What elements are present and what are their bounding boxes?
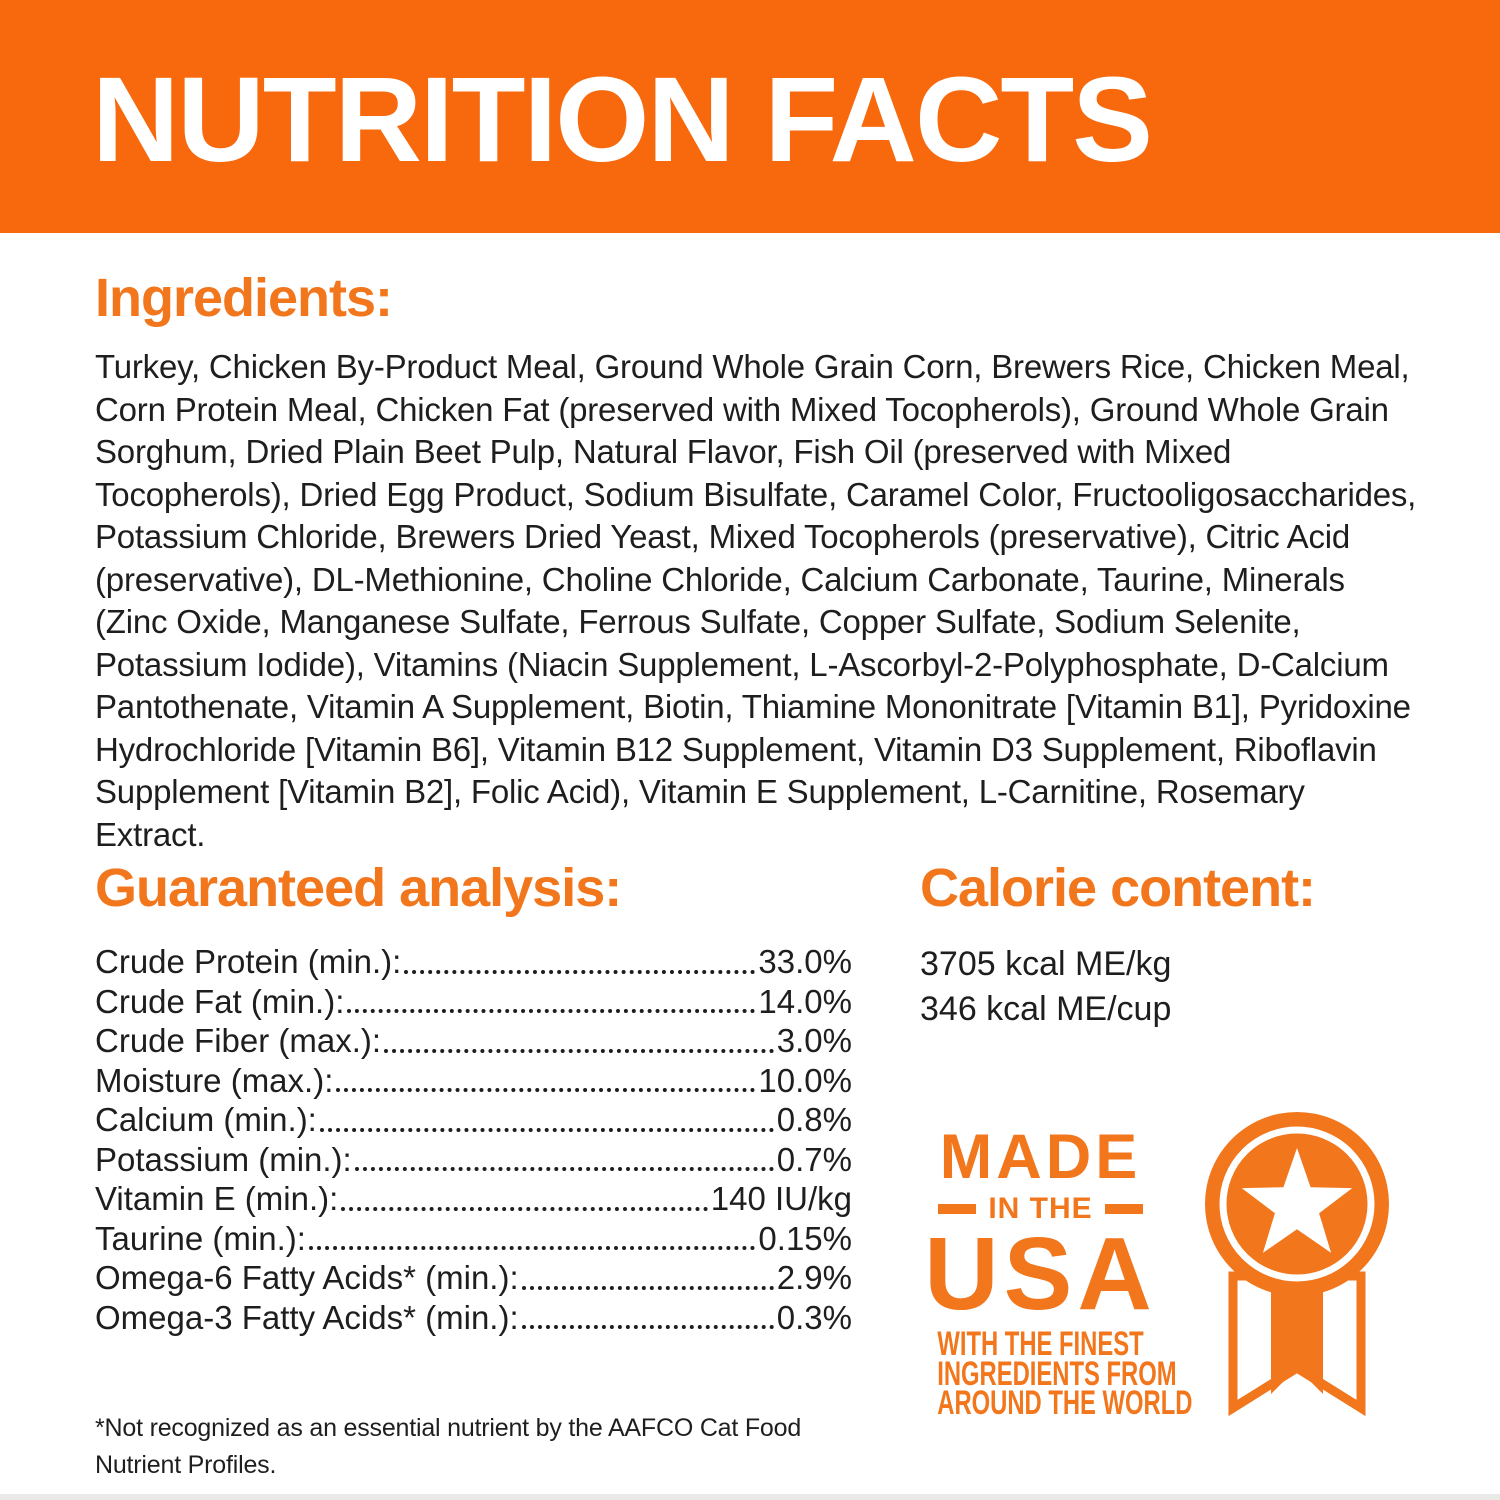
analysis-row: Calcium (min.): 0.8% — [95, 1100, 852, 1140]
calorie-kcal-per-cup: 346 kcal ME/cup — [920, 990, 1172, 1028]
dot-leader — [521, 1325, 774, 1329]
made-in-usa-line-usa: USA — [924, 1216, 1157, 1331]
calorie-kcal-per-kg: 3705 kcal ME/kg — [920, 945, 1172, 983]
ingredients-text: Turkey, Chicken By-Product Meal, Ground … — [95, 348, 1417, 853]
made-in-usa-line-in-the: IN THE — [893, 1194, 1188, 1224]
ingredients-section: Ingredients: Turkey, Chicken By-Product … — [95, 268, 1420, 856]
analysis-value: 0.3% — [776, 1298, 852, 1336]
analysis-value: 14.0% — [758, 982, 852, 1020]
analysis-row: Omega-3 Fatty Acids* (min.): 0.3% — [95, 1298, 852, 1338]
dot-leader — [354, 1167, 774, 1171]
analysis-row: Crude Protein (min.): 33.0% — [95, 942, 852, 982]
analysis-value: 0.8% — [776, 1101, 852, 1138]
dot-leader — [336, 1088, 756, 1092]
analysis-row: Potassium (min.): 0.7% — [95, 1140, 852, 1180]
analysis-row: Taurine (min.): 0.15% — [95, 1219, 852, 1259]
guaranteed-analysis-table: Crude Protein (min.): 33.0% Crude Fat (min… — [95, 942, 852, 1337]
analysis-row: Crude Fiber (max.): 3.0% — [95, 1021, 852, 1061]
ribbon-center-band — [1271, 1286, 1323, 1394]
analysis-row: Omega-6 Fatty Acids* (min.): 2.9% — [95, 1258, 852, 1298]
analysis-value: 0.7% — [776, 1140, 852, 1178]
made-in-usa-subtitle: AROUND THE WORLD — [937, 1384, 1193, 1422]
guaranteed-analysis-heading: Guaranteed analysis: — [95, 858, 622, 918]
made-in-usa-block: MADE IN THE USA WITH THE FINEST INGREDIE… — [893, 1122, 1193, 1422]
analysis-label: Taurine (min.): — [95, 1219, 306, 1257]
page-title: NUTRITION FACTS — [92, 51, 1153, 187]
analysis-row: Crude Fat (min.): 14.0% — [95, 982, 852, 1022]
medal-ring — [1219, 1126, 1375, 1282]
analysis-value: 0.15% — [758, 1219, 852, 1257]
analysis-row: Moisture (max.): 10.0% — [95, 1061, 852, 1101]
dot-leader — [308, 1246, 756, 1250]
analysis-value: 2.9% — [776, 1259, 852, 1296]
label-bottom-edge — [0, 1494, 1500, 1500]
analysis-row: Vitamin E (min.): 140 IU/kg — [95, 1179, 852, 1219]
dot-leader — [347, 1009, 756, 1013]
analysis-value: 140 IU/kg — [710, 1180, 852, 1217]
made-in-usa-subtitle: INGREDIENTS FROM — [937, 1354, 1177, 1393]
title-banner: NUTRITION FACTS — [0, 0, 1500, 233]
analysis-value: 3.0% — [776, 1022, 852, 1059]
analysis-label: Crude Fiber (max.): — [95, 1022, 382, 1059]
analysis-label: Omega-6 Fatty Acids* (min.): — [95, 1259, 519, 1296]
star-icon — [1241, 1148, 1353, 1253]
analysis-value: 33.0% — [758, 943, 852, 980]
analysis-label: Vitamin E (min.): — [95, 1180, 339, 1217]
analysis-label: Moisture (max.): — [95, 1061, 334, 1099]
calorie-content-heading: Calorie content: — [920, 858, 1316, 918]
analysis-value: 10.0% — [758, 1061, 852, 1099]
analysis-label: Omega-3 Fatty Acids* (min.): — [95, 1298, 519, 1336]
aafco-footnote: *Not recognized as an essential nutrient… — [95, 1414, 802, 1479]
dot-leader — [404, 969, 756, 974]
analysis-label: Potassium (min.): — [95, 1140, 352, 1178]
made-in-usa-subtitle: WITH THE FINEST — [937, 1325, 1144, 1363]
dash-bar-icon — [1104, 1204, 1143, 1214]
ingredients-heading: Ingredients: — [95, 268, 393, 328]
analysis-label: Crude Fat (min.): — [95, 982, 345, 1020]
made-in-usa-in-the-text: IN THE — [988, 1192, 1093, 1225]
award-ribbon-star-icon — [1205, 1112, 1389, 1417]
analysis-label: Crude Protein (min.): — [95, 943, 402, 980]
dot-leader — [384, 1048, 774, 1053]
guaranteed-analysis-section: Guaranteed analysis: Crude Protein (min.… — [95, 858, 852, 1337]
calorie-content-section: Calorie content: 3705 kcal ME/kg 346 kca… — [920, 858, 1400, 1032]
made-in-usa-line-made: MADE — [939, 1122, 1142, 1192]
dot-leader — [341, 1206, 708, 1211]
dot-leader — [521, 1285, 774, 1290]
dash-bar-icon — [938, 1204, 977, 1214]
dot-leader — [319, 1127, 774, 1132]
analysis-label: Calcium (min.): — [95, 1101, 317, 1138]
